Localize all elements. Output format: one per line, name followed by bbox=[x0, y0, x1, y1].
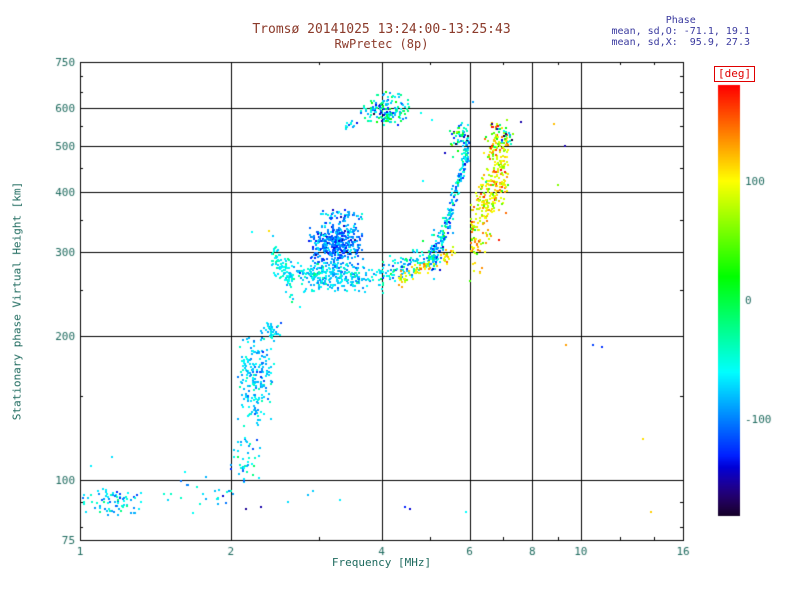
phase-stats-x-line: mean, sd,X: 95.9, 27.3 bbox=[611, 37, 750, 48]
plot-subtitle: RwPretec (8p) bbox=[334, 37, 429, 51]
phase-stats-heading: Phase bbox=[665, 15, 696, 26]
colorbar-unit-label: [deg] bbox=[714, 66, 756, 82]
phase-stats: Phase mean, sd,O: -71.1, 19.1 mean, sd,X… bbox=[612, 15, 750, 48]
phase-stats-o-line: mean, sd,O: -71.1, 19.1 bbox=[611, 26, 750, 37]
plot-title: Tromsø 20141025 13:24:00-13:25:43 bbox=[252, 22, 511, 37]
x-axis-label: Frequency [MHz] bbox=[331, 556, 432, 569]
y-axis-label: Stationary phase Virtual Height [km] bbox=[10, 181, 24, 421]
